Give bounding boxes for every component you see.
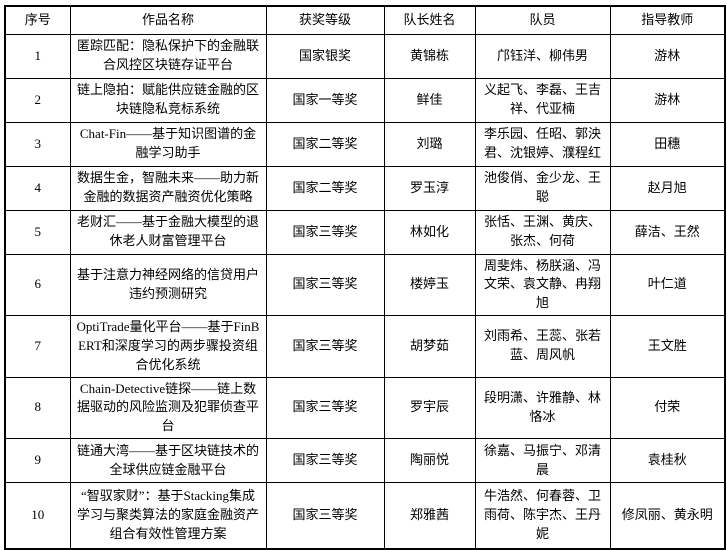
cell-award: 国家三等奖 (265, 315, 385, 378)
cell-award: 国家三等奖 (265, 209, 385, 255)
cell-title: OptiTrade量化平台——基于FinBERT和深度学习的两步骤投资组合优化系… (69, 315, 267, 378)
cell-captain: 罗玉淳 (383, 165, 476, 211)
cell-members: 邝钰洋、柳伟男 (474, 33, 611, 79)
cell-index: 6 (4, 253, 71, 317)
table-row: 8 Chain-Detective链探——链上数据驱动的风险监测及犯罪侦查平台 … (4, 376, 726, 440)
cell-title: Chain-Detective链探——链上数据驱动的风险监测及犯罪侦查平台 (69, 376, 267, 440)
cell-title: Chat-Fin——基于知识图谱的金融学习助手 (69, 121, 267, 167)
cell-index: 2 (4, 77, 71, 123)
cell-members: 池俊俏、金少龙、王聪 (474, 165, 611, 211)
cell-members: 李乐园、任昭、郭泱君、沈银婷、濮程红 (474, 121, 611, 167)
cell-captain: 陶丽悦 (383, 438, 476, 484)
cell-title: 匿踪匹配：隐私保护下的金融联合风控区块链存证平台 (69, 33, 267, 79)
award-results-table: 序号 作品名称 获奖等级 队长姓名 队员 指导教师 1 匿踪匹配：隐私保护下的金… (4, 5, 726, 550)
cell-award: 国家一等奖 (265, 77, 385, 123)
cell-title: 链通大湾——基于区块链技术的全球供应链金融平台 (69, 438, 267, 484)
cell-title: 链上隐拍：赋能供应链金融的区块链隐私竞标系统 (69, 77, 267, 123)
cell-index: 9 (4, 438, 71, 484)
cell-advisor: 王文胜 (609, 315, 726, 378)
cell-award: 国家三等奖 (265, 376, 385, 440)
table-row: 7 OptiTrade量化平台——基于FinBERT和深度学习的两步骤投资组合优… (4, 315, 726, 378)
cell-index: 3 (4, 121, 71, 167)
cell-captain: 胡梦茹 (383, 315, 476, 378)
cell-members: 段明潇、许雅静、林恪冰 (474, 376, 611, 440)
header-award: 获奖等级 (265, 5, 385, 35)
header-advisor: 指导教师 (609, 5, 726, 35)
table-row: 10 “智驭家财”：基于Stacking集成学习与聚类算法的家庭金融资产组合有效… (4, 482, 726, 550)
cell-captain: 鲜佳 (383, 77, 476, 123)
cell-index: 10 (4, 482, 71, 550)
cell-award: 国家三等奖 (265, 482, 385, 550)
header-members: 队员 (474, 5, 611, 35)
cell-index: 1 (4, 33, 71, 79)
cell-advisor: 游林 (609, 77, 726, 123)
cell-advisor: 游林 (609, 33, 726, 79)
cell-title: “智驭家财”：基于Stacking集成学习与聚类算法的家庭金融资产组合有效性管理… (69, 482, 267, 550)
cell-title: 数据生金，智融未来——助力新金融的数据资产融资优化策略 (69, 165, 267, 211)
cell-advisor: 付荣 (609, 376, 726, 440)
cell-advisor: 赵月旭 (609, 165, 726, 211)
cell-award: 国家三等奖 (265, 438, 385, 484)
cell-captain: 郑雅茜 (383, 482, 476, 550)
cell-award: 国家二等奖 (265, 165, 385, 211)
cell-award: 国家银奖 (265, 33, 385, 79)
table-row: 4 数据生金，智融未来——助力新金融的数据资产融资优化策略 国家二等奖 罗玉淳 … (4, 165, 726, 211)
cell-members: 周斐炜、杨朕涵、冯文荣、袁文静、冉翔旭 (474, 253, 611, 317)
cell-title: 基于注意力神经网络的信贷用户违约预测研究 (69, 253, 267, 317)
cell-index: 5 (4, 209, 71, 255)
cell-advisor: 修凤丽、黄永明 (609, 482, 726, 550)
cell-members: 牛浩然、何春蓉、卫雨荷、陈宇杰、王丹妮 (474, 482, 611, 550)
table-row: 5 老财汇——基于金融大模型的退休老人财富管理平台 国家三等奖 林如化 张恬、王… (4, 209, 726, 255)
table-row: 6 基于注意力神经网络的信贷用户违约预测研究 国家三等奖 楼婷玉 周斐炜、杨朕涵… (4, 253, 726, 317)
table-row: 2 链上隐拍：赋能供应链金融的区块链隐私竞标系统 国家一等奖 鲜佳 义起飞、李磊… (4, 77, 726, 123)
header-captain: 队长姓名 (383, 5, 476, 35)
cell-index: 8 (4, 376, 71, 440)
cell-captain: 黄锦栋 (383, 33, 476, 79)
cell-captain: 楼婷玉 (383, 253, 476, 317)
cell-award: 国家二等奖 (265, 121, 385, 167)
cell-members: 徐嘉、马振宁、邓清晨 (474, 438, 611, 484)
cell-title: 老财汇——基于金融大模型的退休老人财富管理平台 (69, 209, 267, 255)
table-row: 9 链通大湾——基于区块链技术的全球供应链金融平台 国家三等奖 陶丽悦 徐嘉、马… (4, 438, 726, 484)
cell-captain: 罗宇辰 (383, 376, 476, 440)
cell-members: 刘雨希、王蕊、张若蓝、周风帆 (474, 315, 611, 378)
table-header-row: 序号 作品名称 获奖等级 队长姓名 队员 指导教师 (4, 5, 726, 35)
cell-captain: 刘璐 (383, 121, 476, 167)
header-index: 序号 (4, 5, 71, 35)
cell-members: 张恬、王渊、黄庆、张杰、何荷 (474, 209, 611, 255)
cell-advisor: 袁桂秋 (609, 438, 726, 484)
cell-advisor: 叶仁道 (609, 253, 726, 317)
page: 序号 作品名称 获奖等级 队长姓名 队员 指导教师 1 匿踪匹配：隐私保护下的金… (4, 5, 726, 550)
cell-advisor: 田穗 (609, 121, 726, 167)
table-row: 3 Chat-Fin——基于知识图谱的金融学习助手 国家二等奖 刘璐 李乐园、任… (4, 121, 726, 167)
cell-advisor: 薛洁、王然 (609, 209, 726, 255)
cell-award: 国家三等奖 (265, 253, 385, 317)
cell-index: 7 (4, 315, 71, 378)
cell-members: 义起飞、李磊、王吉祥、代亚楠 (474, 77, 611, 123)
cell-index: 4 (4, 165, 71, 211)
table-row: 1 匿踪匹配：隐私保护下的金融联合风控区块链存证平台 国家银奖 黄锦栋 邝钰洋、… (4, 33, 726, 79)
cell-captain: 林如化 (383, 209, 476, 255)
header-title: 作品名称 (69, 5, 267, 35)
